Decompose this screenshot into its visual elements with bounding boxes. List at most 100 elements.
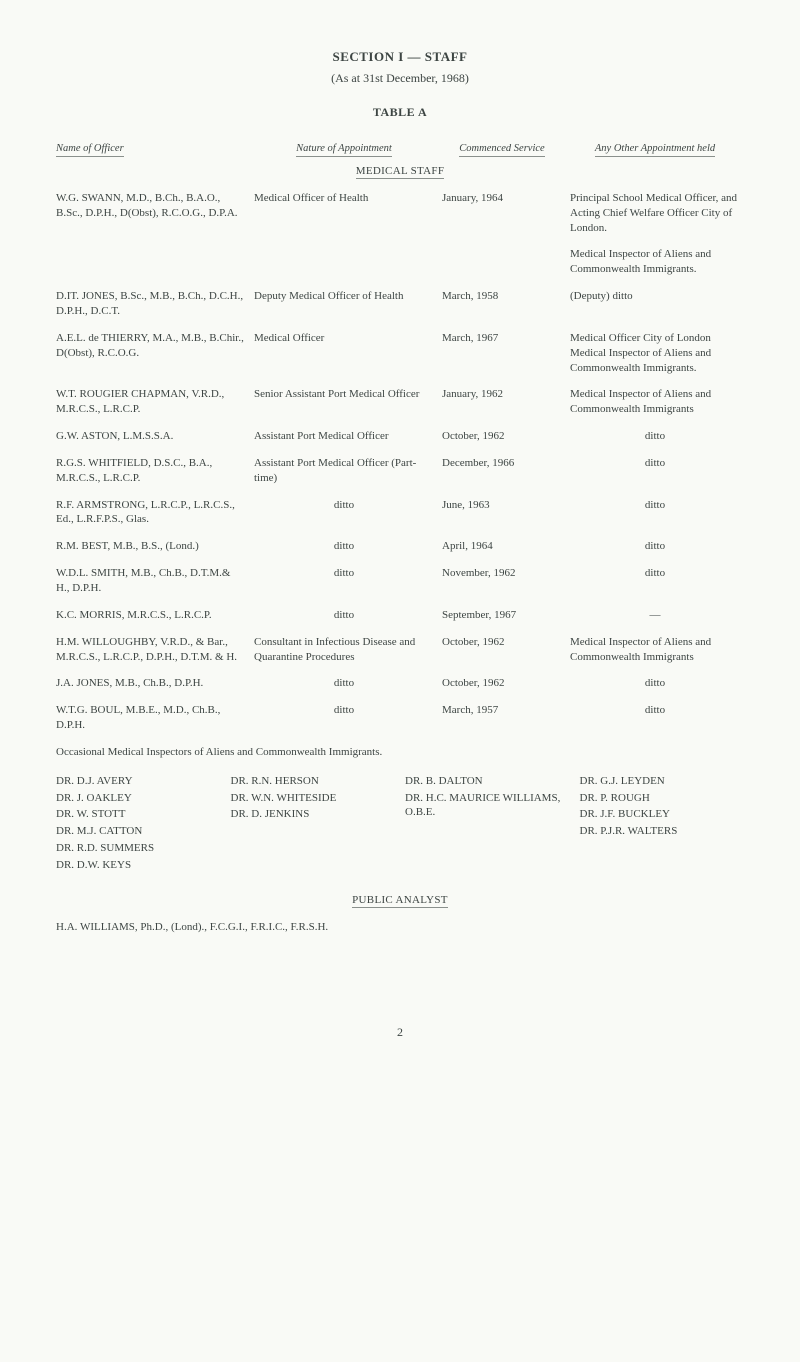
section-subtitle: (As at 31st December, 1968) [56,70,744,86]
table-row: W.G. SWANN, M.D., B.Ch., B.A.O., B.Sc., … [56,191,744,236]
cell-other: — [570,608,740,623]
list-item: DR. D.W. KEYS [56,858,221,873]
cell-appointment: ditto [254,498,434,513]
cell-appointment: ditto [254,608,434,623]
cell-commenced: October, 1962 [442,676,562,691]
cell-name: J.A. JONES, M.B., Ch.B., D.P.H. [56,676,246,691]
list-item: DR. J.F. BUCKLEY [580,807,745,822]
cell-appointment: ditto [254,539,434,554]
cell-other: ditto [570,566,740,581]
list-item: DR. M.J. CATTON [56,824,221,839]
cell-commenced: April, 1964 [442,539,562,554]
table-row: A.E.L. de THIERRY, M.A., M.B., B.Chir., … [56,331,744,376]
cell-name: W.D.L. SMITH, M.B., Ch.B., D.T.M.& H., D… [56,566,246,596]
cell-commenced: September, 1967 [442,608,562,623]
list-item: DR. G.J. LEYDEN [580,774,745,789]
cell-name: K.C. MORRIS, M.R.C.S., L.R.C.P. [56,608,246,623]
list-item: DR. D.J. AVERY [56,774,221,789]
cell-appointment: ditto [254,566,434,581]
list-item: DR. R.D. SUMMERS [56,841,221,856]
cell-other: Medical Inspector of Aliens and Commonwe… [570,635,740,665]
list-item: DR. P.J.R. WALTERS [580,824,745,839]
cell-name: R.M. BEST, M.B., B.S., (Lond.) [56,539,246,554]
table-row: W.D.L. SMITH, M.B., Ch.B., D.T.M.& H., D… [56,566,744,596]
cell-commenced: October, 1962 [442,429,562,444]
cell-name: R.F. ARMSTRONG, L.R.C.P., L.R.C.S., Ed.,… [56,498,246,528]
subsection-public-analyst: PUBLIC ANALYST [56,893,744,908]
cell-commenced: October, 1962 [442,635,562,650]
col-header-name: Name of Officer [56,143,124,157]
list-item: DR. P. ROUGH [580,791,745,806]
cell-appointment: Consultant in Infectious Disease and Qua… [254,635,434,665]
cell-name: R.G.S. WHITFIELD, D.S.C., B.A., M.R.C.S.… [56,456,246,486]
table-title: TABLE A [56,104,744,120]
cell-other: ditto [570,676,740,691]
table-row: D.IT. JONES, B.Sc., M.B., B.Ch., D.C.H.,… [56,289,744,319]
table-row: W.T. ROUGIER CHAPMAN, V.R.D., M.R.C.S., … [56,387,744,417]
col-header-commenced: Commenced Service [459,143,544,157]
col-header-appointment: Nature of Appointment [296,143,392,157]
cell-name: D.IT. JONES, B.Sc., M.B., B.Ch., D.C.H.,… [56,289,246,319]
cell-other: ditto [570,429,740,444]
list-item: DR. H.C. MAURICE WILLIAMS, O.B.E. [405,791,570,821]
table-row: H.M. WILLOUGHBY, V.R.D., & Bar., M.R.C.S… [56,635,744,665]
cell-other: Medical Inspector of Aliens and Commonwe… [570,247,740,277]
list-item: DR. B. DALTON [405,774,570,789]
cell-appointment: Assistant Port Medical Officer (Part-tim… [254,456,434,486]
cell-name: A.E.L. de THIERRY, M.A., M.B., B.Chir., … [56,331,246,361]
cell-appointment: Medical Officer of Health [254,191,434,206]
cell-other: ditto [570,703,740,718]
cell-other: ditto [570,456,740,471]
public-analyst-line: H.A. WILLIAMS, Ph.D., (Lond)., F.C.G.I.,… [56,920,744,935]
table-row: Medical Inspector of Aliens and Commonwe… [56,247,744,277]
table-row: J.A. JONES, M.B., Ch.B., D.P.H. ditto Oc… [56,676,744,691]
cell-name: G.W. ASTON, L.M.S.S.A. [56,429,246,444]
occasional-col-4: DR. G.J. LEYDEN DR. P. ROUGH DR. J.F. BU… [580,774,745,875]
subsection-medical-staff: MEDICAL STAFF [56,164,744,179]
table-row: K.C. MORRIS, M.R.C.S., L.R.C.P. ditto Se… [56,608,744,623]
table-row: G.W. ASTON, L.M.S.S.A. Assistant Port Me… [56,429,744,444]
occasional-columns: DR. D.J. AVERY DR. J. OAKLEY DR. W. STOT… [56,774,744,875]
table-row: R.G.S. WHITFIELD, D.S.C., B.A., M.R.C.S.… [56,456,744,486]
cell-commenced: December, 1966 [442,456,562,471]
table-header-row: Name of Officer Nature of Appointment Co… [56,142,744,156]
list-item: DR. W. STOTT [56,807,221,822]
cell-commenced: June, 1963 [442,498,562,513]
table-row: R.F. ARMSTRONG, L.R.C.P., L.R.C.S., Ed.,… [56,498,744,528]
cell-appointment: Senior Assistant Port Medical Officer [254,387,434,402]
list-item: DR. D. JENKINS [231,807,396,822]
cell-name: W.G. SWANN, M.D., B.Ch., B.A.O., B.Sc., … [56,191,246,221]
cell-other: ditto [570,539,740,554]
occasional-col-1: DR. D.J. AVERY DR. J. OAKLEY DR. W. STOT… [56,774,221,875]
cell-commenced: January, 1964 [442,191,562,206]
cell-appointment: ditto [254,676,434,691]
section-title: SECTION I — STAFF [56,48,744,66]
occasional-title: Occasional Medical Inspectors of Aliens … [56,745,744,760]
cell-commenced: November, 1962 [442,566,562,581]
cell-commenced: March, 1958 [442,289,562,304]
cell-appointment: Medical Officer [254,331,434,346]
cell-name: W.T.G. BOUL, M.B.E., M.D., Ch.B., D.P.H. [56,703,246,733]
cell-appointment: Deputy Medical Officer of Health [254,289,434,304]
cell-appointment: Assistant Port Medical Officer [254,429,434,444]
cell-commenced: January, 1962 [442,387,562,402]
occasional-col-3: DR. B. DALTON DR. H.C. MAURICE WILLIAMS,… [405,774,570,875]
cell-other: (Deputy) ditto [570,289,740,304]
col-header-other: Any Other Appointment held [595,143,715,157]
cell-other: Medical Officer City of London Medical I… [570,331,740,376]
table-row: W.T.G. BOUL, M.B.E., M.D., Ch.B., D.P.H.… [56,703,744,733]
table-row: R.M. BEST, M.B., B.S., (Lond.) ditto Apr… [56,539,744,554]
cell-commenced: March, 1957 [442,703,562,718]
cell-appointment: ditto [254,703,434,718]
cell-name: H.M. WILLOUGHBY, V.R.D., & Bar., M.R.C.S… [56,635,246,665]
list-item: DR. W.N. WHITESIDE [231,791,396,806]
list-item: DR. R.N. HERSON [231,774,396,789]
cell-other: Principal School Medical Officer, and Ac… [570,191,740,236]
page-number: 2 [56,1024,744,1040]
list-item: DR. J. OAKLEY [56,791,221,806]
occasional-col-2: DR. R.N. HERSON DR. W.N. WHITESIDE DR. D… [231,774,396,875]
cell-other: Medical Inspector of Aliens and Commonwe… [570,387,740,417]
cell-commenced: March, 1967 [442,331,562,346]
cell-other: ditto [570,498,740,513]
cell-name: W.T. ROUGIER CHAPMAN, V.R.D., M.R.C.S., … [56,387,246,417]
